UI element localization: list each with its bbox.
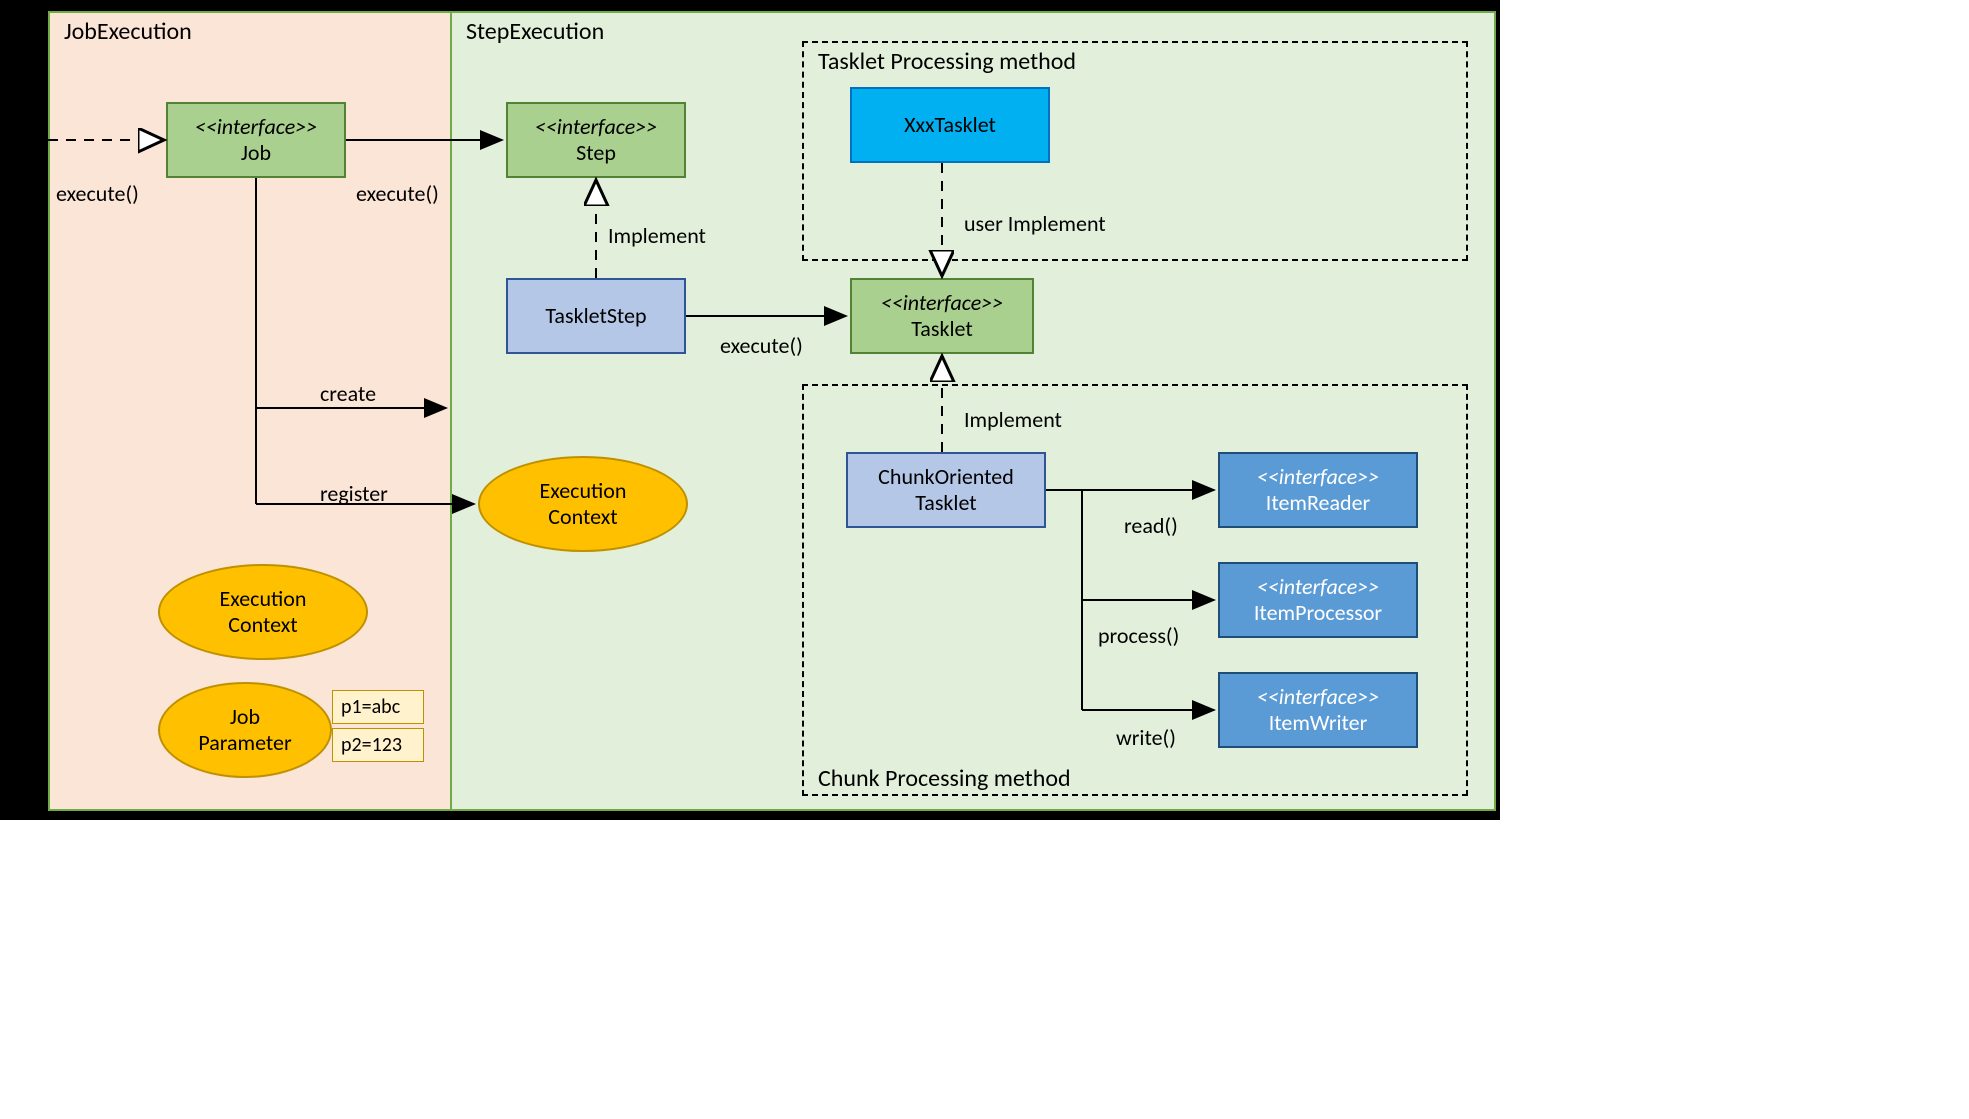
node-label: Job	[241, 140, 271, 166]
param-tag-p2: p2=123	[332, 728, 424, 762]
node-tasklet-interface: <<interface>> Tasklet	[850, 278, 1034, 354]
node-label: XxxTasklet	[904, 112, 996, 138]
param-tag-p1: p1=abc	[332, 690, 424, 724]
edge-label-execute-job: execute()	[56, 180, 139, 207]
edge-label-register: register	[320, 480, 388, 507]
node-label: ChunkOriented Tasklet	[878, 464, 1014, 516]
edge-label-execute-step: execute()	[356, 180, 439, 207]
edge-label-implement-step: Implement	[608, 222, 706, 249]
edge-label-process: process()	[1098, 622, 1179, 649]
ellipse-execution-context-step: Execution Context	[478, 456, 688, 552]
stereotype: <<interface>>	[1257, 684, 1379, 710]
ellipse-label: Execution Context	[540, 478, 627, 530]
node-xxx-tasklet: XxxTasklet	[850, 87, 1050, 163]
stereotype: <<interface>>	[195, 114, 317, 140]
node-label: TaskletStep	[545, 303, 646, 329]
node-tasklet-step: TaskletStep	[506, 278, 686, 354]
node-label: Step	[576, 140, 616, 166]
diagram-canvas: JobExecution StepExecution Tasklet Proce…	[0, 0, 1500, 820]
region-label-step-execution: StepExecution	[466, 17, 604, 46]
node-label: ItemProcessor	[1254, 600, 1382, 626]
node-job-interface: <<interface>> Job	[166, 102, 346, 178]
edge-label-read: read()	[1124, 512, 1178, 539]
ellipse-label: Job Parameter	[198, 704, 291, 756]
stereotype: <<interface>>	[881, 290, 1003, 316]
node-step-interface: <<interface>> Step	[506, 102, 686, 178]
node-item-processor-interface: <<interface>> ItemProcessor	[1218, 562, 1418, 638]
edge-label-write: write()	[1116, 724, 1176, 751]
ellipse-job-parameter: Job Parameter	[158, 682, 332, 778]
region-label-chunk-method: Chunk Processing method	[818, 764, 1071, 793]
edge-label-user-implement: user Implement	[964, 210, 1106, 237]
node-label: Tasklet	[911, 316, 972, 342]
node-chunk-oriented-tasklet: ChunkOriented Tasklet	[846, 452, 1046, 528]
ellipse-execution-context-job: Execution Context	[158, 564, 368, 660]
region-label-job-execution: JobExecution	[64, 17, 192, 46]
stereotype: <<interface>>	[535, 114, 657, 140]
node-label: ItemWriter	[1269, 710, 1368, 736]
region-label-tasklet-method: Tasklet Processing method	[818, 47, 1076, 76]
edge-label-create: create	[320, 380, 376, 407]
stereotype: <<interface>>	[1257, 464, 1379, 490]
edge-label-execute-tasklet: execute()	[720, 332, 803, 359]
node-item-writer-interface: <<interface>> ItemWriter	[1218, 672, 1418, 748]
edge-label-implement-tasklet: Implement	[964, 406, 1062, 433]
ellipse-label: Execution Context	[220, 586, 307, 638]
node-label: ItemReader	[1266, 490, 1370, 516]
stereotype: <<interface>>	[1257, 574, 1379, 600]
node-item-reader-interface: <<interface>> ItemReader	[1218, 452, 1418, 528]
